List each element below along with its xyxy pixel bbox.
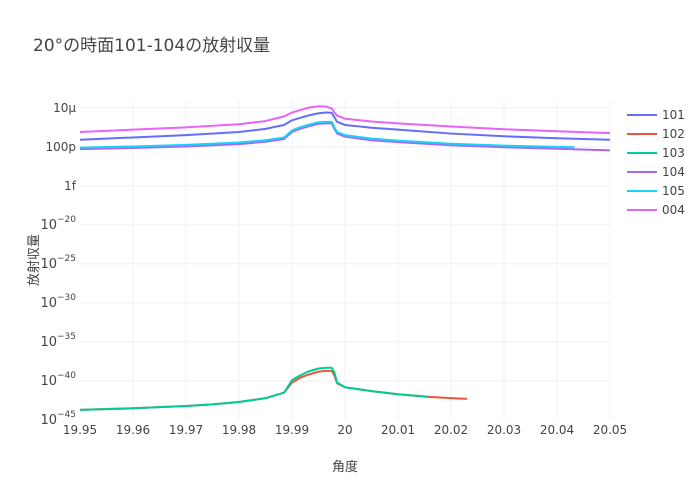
y-tick-label: 1f bbox=[64, 179, 77, 193]
x-tick-label: 19.95 bbox=[63, 423, 97, 437]
legend-item-104[interactable]: 104 bbox=[627, 165, 685, 179]
legend[interactable]: 101 102 103 104 105 004 bbox=[627, 108, 685, 217]
series-line-004[interactable] bbox=[79, 105, 611, 135]
x-tick-label: 19.96 bbox=[116, 423, 150, 437]
y-axis-title: 放射収量 bbox=[26, 234, 42, 286]
series-line-103[interactable] bbox=[79, 366, 428, 411]
legend-label: 102 bbox=[662, 127, 685, 141]
x-tick-label: 19.98 bbox=[222, 423, 256, 437]
y-tick-label: 10−40 bbox=[40, 371, 76, 389]
y-tick-label: 10−20 bbox=[40, 215, 76, 233]
chart-title: 20°の時面101-104の放射収量 bbox=[33, 36, 270, 56]
y-axis-ticks: 10μ 100p 1f 10−20 10−25 10−30 10−35 10−40 10−45 bbox=[40, 101, 76, 428]
series-lines bbox=[79, 105, 611, 411]
x-axis-ticks: 19.95 19.96 19.97 19.98 19.99 20 20.01 20.02 20.… bbox=[63, 423, 627, 437]
x-tick-label: 20.04 bbox=[540, 423, 574, 437]
x-tick-label: 20.03 bbox=[487, 423, 521, 437]
legend-label: 104 bbox=[662, 165, 685, 179]
y-tick-label: 10μ bbox=[53, 101, 76, 115]
y-tick-label: 10−25 bbox=[40, 254, 76, 272]
legend-label: 103 bbox=[662, 146, 685, 160]
x-tick-label: 20.02 bbox=[434, 423, 468, 437]
series-line-105[interactable] bbox=[79, 120, 575, 149]
y-tick-label: 10−35 bbox=[40, 332, 76, 350]
legend-label: 004 bbox=[662, 203, 685, 217]
legend-label: 101 bbox=[662, 108, 685, 122]
x-tick-label: 19.97 bbox=[169, 423, 203, 437]
legend-item-101[interactable]: 101 bbox=[627, 108, 685, 122]
legend-item-004[interactable]: 004 bbox=[627, 203, 685, 217]
series-line-104[interactable] bbox=[79, 122, 611, 152]
grid-lines bbox=[80, 100, 611, 420]
x-tick-label: 19.99 bbox=[275, 423, 309, 437]
x-axis-title: 角度 bbox=[332, 459, 358, 475]
x-tick-label: 20.01 bbox=[381, 423, 415, 437]
y-tick-label: 10−45 bbox=[40, 410, 76, 428]
legend-item-102[interactable]: 102 bbox=[627, 127, 685, 141]
legend-label: 105 bbox=[662, 184, 685, 198]
y-tick-label: 10−30 bbox=[40, 293, 76, 311]
legend-item-105[interactable]: 105 bbox=[627, 184, 685, 198]
series-line-101[interactable] bbox=[79, 111, 611, 141]
x-tick-label: 20 bbox=[337, 423, 352, 437]
y-tick-label: 100p bbox=[45, 140, 76, 154]
legend-item-103[interactable]: 103 bbox=[627, 146, 685, 160]
x-tick-label: 20.05 bbox=[593, 423, 627, 437]
